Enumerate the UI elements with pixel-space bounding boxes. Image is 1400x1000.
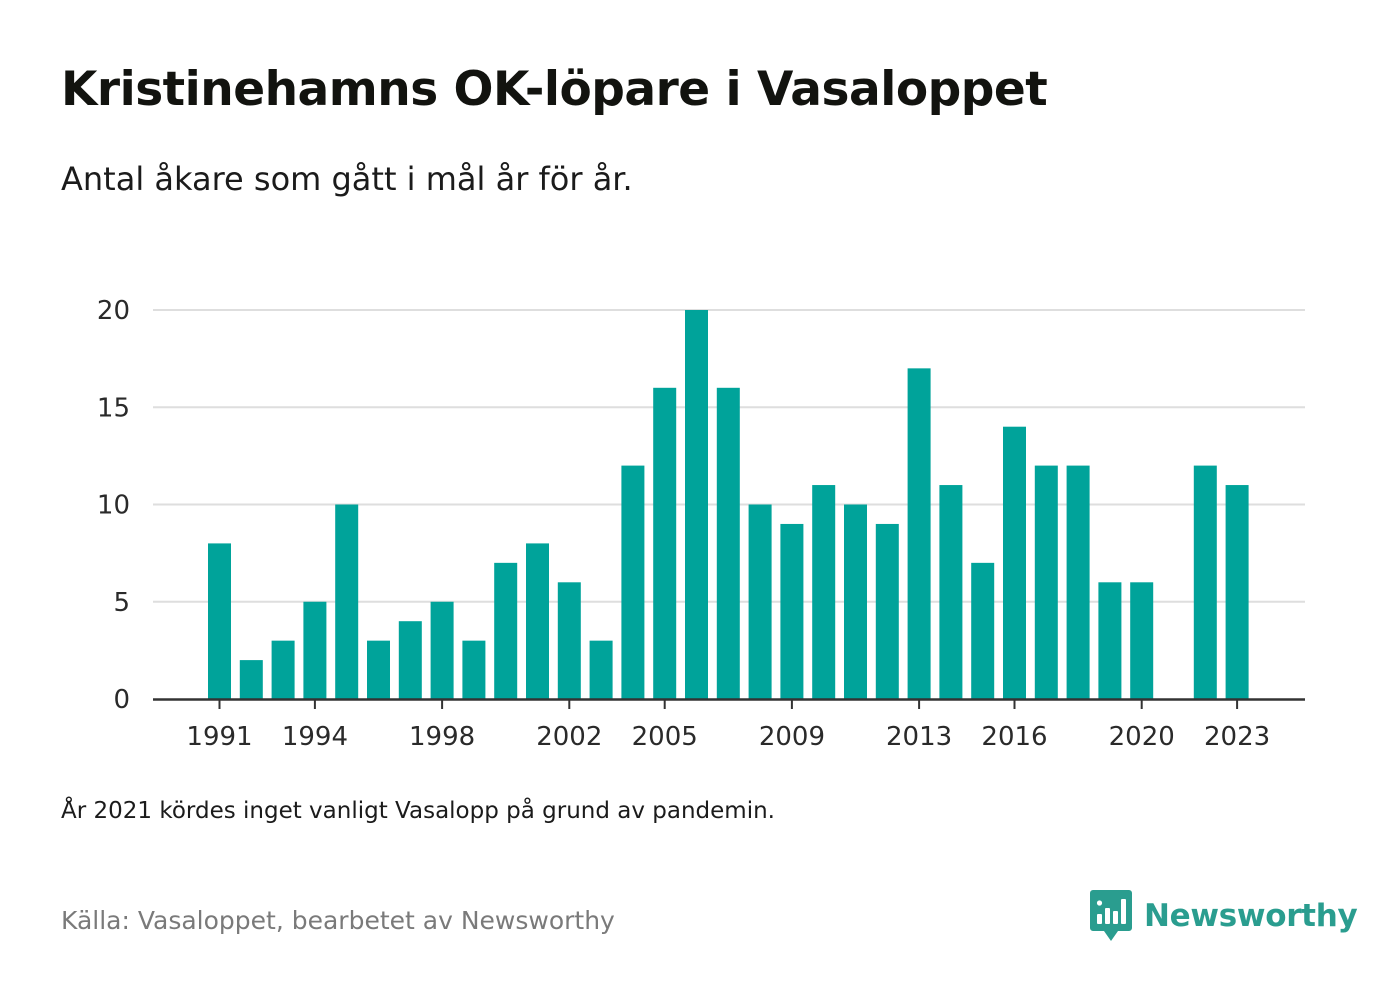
- bar-1991: [208, 543, 231, 699]
- bar-2000: [494, 562, 518, 699]
- bar-2010: [812, 485, 836, 699]
- bar-1999: [462, 640, 486, 699]
- bar-2017: [1034, 465, 1058, 699]
- bar-1995: [335, 504, 359, 699]
- newsworthy-logo-icon: [1090, 890, 1132, 941]
- x-axis-ticks: 1991 1994 1998 2002 2005 2009 2013 2016 2020 2023: [186, 699, 1270, 752]
- bar-2009: [780, 523, 804, 699]
- bar-2012: [875, 523, 899, 699]
- y-tick-label-5: 5: [113, 588, 130, 618]
- x-tick-label-2023: 2023: [1204, 722, 1270, 752]
- y-tick-label-15: 15: [97, 393, 130, 423]
- bar-2002: [557, 582, 581, 699]
- y-tick-label-0: 0: [113, 685, 130, 715]
- bar-chart: 0 5 10 15 20 1991 1994 1998 2002 2005 2009 2013 201…: [97, 296, 1305, 752]
- x-tick-label-2013: 2013: [886, 722, 952, 752]
- bar-2008: [748, 504, 772, 699]
- bar-1996: [367, 640, 390, 699]
- bar-2018: [1066, 465, 1090, 699]
- x-tick-label-2009: 2009: [759, 722, 825, 752]
- bar-2007: [716, 387, 740, 699]
- bar-1998: [430, 601, 454, 699]
- x-tick-label-2002: 2002: [536, 722, 602, 752]
- x-tick-label-2020: 2020: [1109, 722, 1175, 752]
- y-tick-label-10: 10: [97, 491, 130, 521]
- bar-2013: [907, 368, 931, 699]
- bar-2014: [939, 485, 963, 699]
- bar-2016: [1003, 426, 1026, 699]
- bar-1993: [271, 640, 295, 699]
- bar-2005: [653, 387, 677, 699]
- bar-2019: [1098, 582, 1122, 699]
- bar-2023: [1225, 485, 1249, 699]
- bar-2011: [844, 504, 867, 699]
- source-credit: Källa: Vasaloppet, bearbetet av Newswort…: [61, 906, 615, 935]
- y-axis-ticks: 0 5 10 15 20: [97, 296, 130, 715]
- x-tick-label-2016: 2016: [981, 722, 1047, 752]
- bar-2004: [621, 465, 645, 699]
- x-tick-label-1994: 1994: [282, 722, 348, 752]
- bar-2001: [526, 543, 549, 699]
- x-tick-label-2005: 2005: [632, 722, 698, 752]
- footnote: År 2021 kördes inget vanligt Vasalopp på…: [61, 798, 775, 824]
- x-tick-label-1991: 1991: [186, 722, 252, 752]
- chart-title: Kristinehamns OK-löpare i Vasaloppet: [61, 62, 1048, 117]
- bars: [208, 310, 1249, 699]
- bar-2003: [589, 640, 613, 699]
- bar-1997: [398, 621, 422, 699]
- bar-2015: [971, 562, 995, 699]
- bar-1994: [303, 601, 327, 699]
- newsworthy-brand: Newsworthy: [1090, 890, 1358, 942]
- y-tick-label-20: 20: [97, 296, 130, 326]
- x-tick-label-1998: 1998: [409, 722, 475, 752]
- brand-name: Newsworthy: [1144, 898, 1358, 934]
- bar-2022: [1193, 465, 1217, 699]
- bar-2020: [1130, 582, 1154, 699]
- bar-1992: [239, 660, 263, 699]
- chart-subtitle: Antal åkare som gått i mål år för år.: [61, 160, 633, 198]
- bar-2006: [685, 310, 708, 699]
